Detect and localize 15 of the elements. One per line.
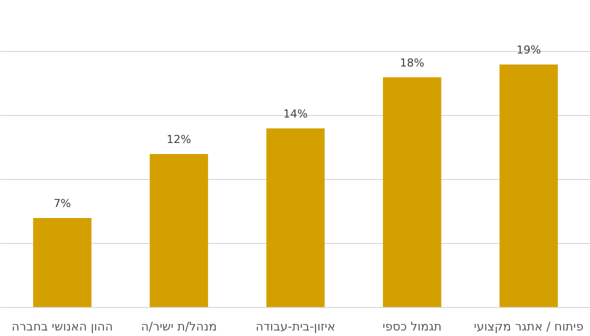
bar (382, 77, 442, 308)
x-tick-label: ההון האנושי בחברה (12, 320, 113, 334)
data-label: 19% (516, 43, 541, 56)
x-tick-label: איזון-בית-עבודה (256, 320, 336, 334)
data-label: 7% (54, 196, 72, 210)
x-tick-label: מנהל/ת ישיר/ה (140, 320, 217, 334)
data-label: 14% (283, 107, 308, 120)
bar (266, 128, 325, 308)
bar (500, 64, 558, 308)
data-label: 12% (166, 133, 192, 146)
x-tick-label: פיתוח / אתגר מקצועי (474, 320, 584, 334)
bar (33, 218, 92, 308)
data-label: 18% (400, 56, 424, 70)
x-tick-label: תגמול כספי (382, 320, 442, 334)
bar (150, 154, 208, 308)
